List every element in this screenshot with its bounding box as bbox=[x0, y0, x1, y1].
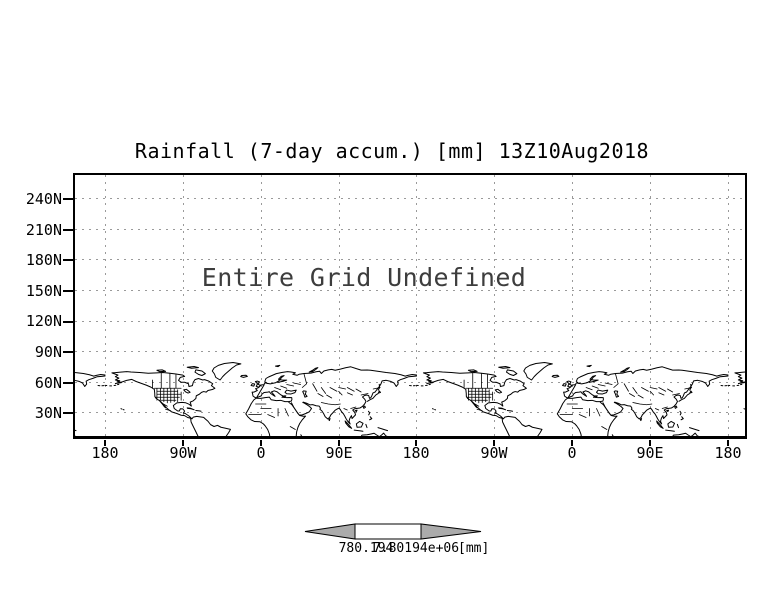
undefined-grid-message: Entire Grid Undefined bbox=[201, 263, 527, 292]
x-axis-tick bbox=[338, 440, 340, 446]
colorbar-right-arrow-icon bbox=[420, 523, 482, 540]
gridline-vertical bbox=[494, 175, 495, 437]
y-axis-label: 90N bbox=[34, 342, 62, 361]
y-axis-tick bbox=[63, 381, 73, 384]
gridline-vertical bbox=[416, 175, 417, 437]
y-axis-tick bbox=[63, 289, 73, 292]
gridline-vertical bbox=[105, 175, 106, 437]
x-axis-tick bbox=[571, 440, 573, 446]
y-axis-tick bbox=[63, 259, 73, 261]
x-axis-label: 180 bbox=[714, 444, 742, 462]
colorbar-max-label: 7.80194e+06 bbox=[372, 541, 460, 556]
y-axis-label: 120N bbox=[25, 312, 62, 330]
y-axis-tick bbox=[63, 228, 73, 231]
plot-title: Rainfall (7-day accum.) [mm] 13Z10Aug201… bbox=[134, 139, 650, 163]
gridline-vertical bbox=[728, 175, 729, 437]
y-axis-label: 180N bbox=[25, 251, 62, 269]
x-axis-tick bbox=[260, 440, 262, 446]
colorbar-left-arrow-icon bbox=[304, 523, 356, 540]
colorbar-units-label: [mm] bbox=[458, 541, 490, 556]
gridline-horizontal bbox=[75, 289, 745, 291]
x-axis-label: 180 bbox=[91, 444, 119, 462]
colorbar bbox=[304, 523, 482, 540]
gridline-horizontal bbox=[75, 259, 745, 260]
y-axis-tick bbox=[63, 320, 73, 323]
x-axis-label: 90W bbox=[480, 444, 508, 462]
x-axis-tick bbox=[182, 440, 184, 446]
x-axis-tick bbox=[727, 440, 729, 446]
gridline-vertical bbox=[183, 175, 184, 437]
x-axis-tick bbox=[649, 440, 651, 446]
y-axis-tick bbox=[63, 351, 73, 353]
x-axis-tick bbox=[415, 440, 417, 446]
gridline-horizontal bbox=[75, 351, 745, 352]
y-axis-label: 210N bbox=[25, 220, 62, 239]
gridline-vertical bbox=[650, 175, 651, 437]
x-axis-label: 90E bbox=[636, 444, 664, 462]
gridline-horizontal bbox=[75, 320, 745, 322]
x-axis-label: 0 bbox=[567, 444, 577, 462]
x-axis-label: 180 bbox=[402, 444, 430, 462]
x-axis-label: 90W bbox=[169, 444, 197, 462]
gridline-horizontal bbox=[75, 381, 745, 383]
x-axis-tick bbox=[493, 440, 495, 446]
y-axis-label: 60N bbox=[34, 373, 62, 392]
x-axis-tick bbox=[104, 440, 106, 446]
gridline-horizontal bbox=[75, 228, 745, 230]
gridline-horizontal bbox=[75, 412, 745, 413]
x-axis-label: 0 bbox=[256, 444, 266, 462]
y-axis-label: 30N bbox=[34, 404, 62, 422]
y-axis-tick bbox=[63, 198, 73, 200]
y-axis-tick bbox=[63, 412, 73, 414]
x-axis-label: 90E bbox=[325, 444, 353, 462]
plot-frame bbox=[73, 173, 747, 439]
gridline-horizontal bbox=[75, 198, 745, 199]
y-axis-label: 240N bbox=[25, 190, 62, 208]
gridline-vertical bbox=[261, 175, 262, 437]
colorbar-segment bbox=[354, 523, 422, 540]
gridline-vertical bbox=[339, 175, 340, 437]
colorbar-min-label: 780.194 bbox=[338, 541, 394, 556]
y-axis-label: 150N bbox=[25, 281, 62, 300]
gridline-vertical bbox=[572, 175, 573, 437]
